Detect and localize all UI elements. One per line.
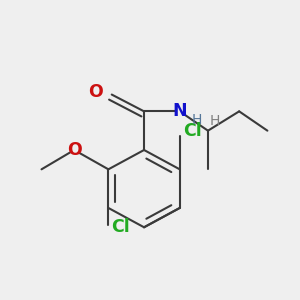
Text: H: H [209, 114, 220, 128]
Text: O: O [88, 83, 103, 101]
Text: N: N [172, 102, 187, 120]
Text: O: O [67, 141, 82, 159]
Text: Cl: Cl [183, 122, 201, 140]
Text: H: H [192, 113, 202, 127]
Text: Cl: Cl [111, 218, 130, 236]
